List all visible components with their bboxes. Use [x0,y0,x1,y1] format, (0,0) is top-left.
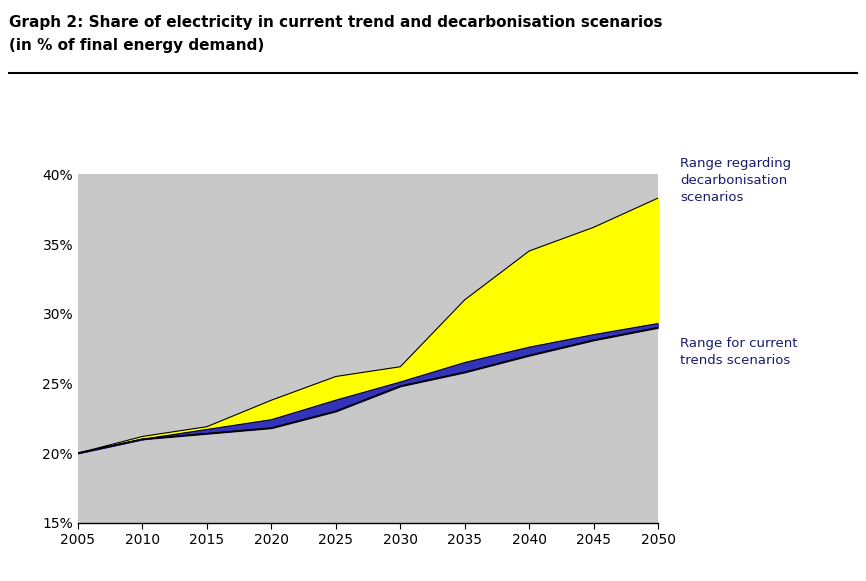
Text: Range for current
trends scenarios: Range for current trends scenarios [680,337,798,367]
Text: Range regarding
decarbonisation
scenarios: Range regarding decarbonisation scenario… [680,157,791,204]
Text: (in % of final energy demand): (in % of final energy demand) [9,38,264,53]
Text: Graph 2: Share of electricity in current trend and decarbonisation scenarios: Graph 2: Share of electricity in current… [9,15,662,30]
